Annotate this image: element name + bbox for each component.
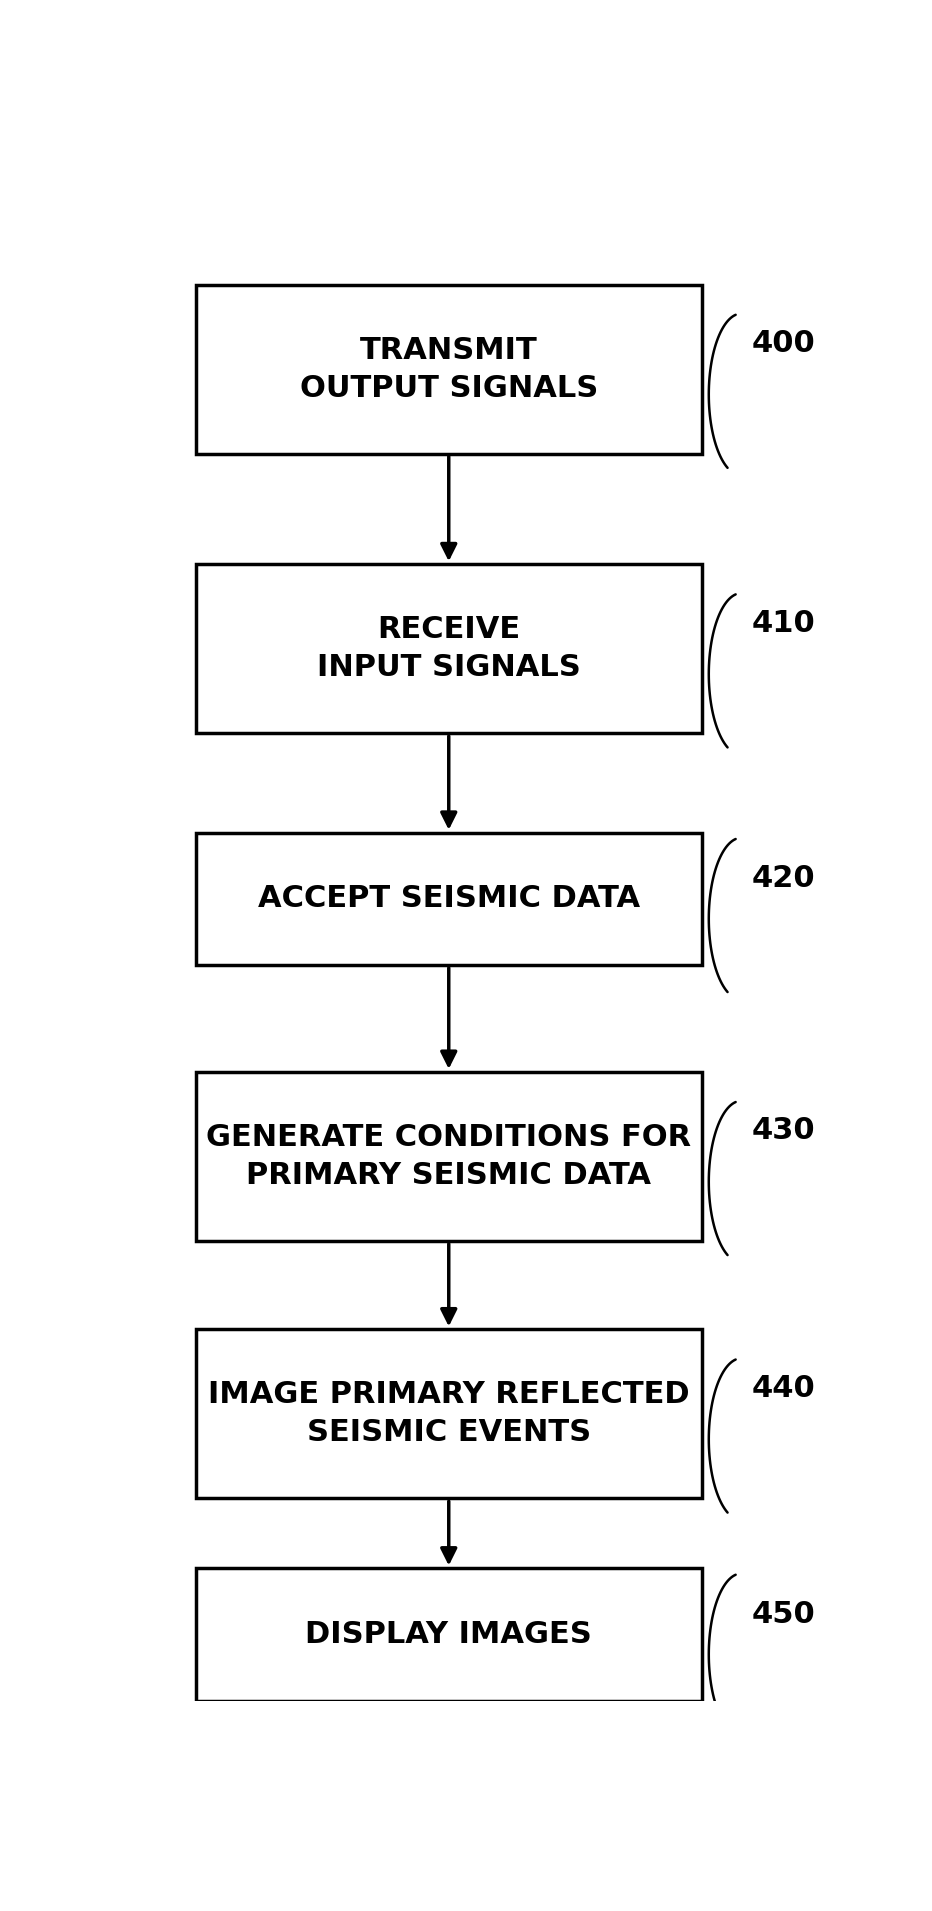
Text: 420: 420 bbox=[752, 864, 816, 894]
Text: TRANSMIT
OUTPUT SIGNALS: TRANSMIT OUTPUT SIGNALS bbox=[299, 336, 598, 403]
Text: 430: 430 bbox=[752, 1116, 816, 1145]
Bar bbox=[196, 1330, 702, 1498]
Text: ACCEPT SEISMIC DATA: ACCEPT SEISMIC DATA bbox=[257, 885, 640, 913]
Bar bbox=[196, 285, 702, 453]
Text: DISPLAY IMAGES: DISPLAY IMAGES bbox=[306, 1621, 592, 1649]
Bar bbox=[196, 833, 702, 965]
Text: 400: 400 bbox=[752, 329, 816, 357]
Text: 440: 440 bbox=[752, 1374, 816, 1403]
Text: 450: 450 bbox=[752, 1600, 816, 1630]
Text: 410: 410 bbox=[752, 610, 816, 638]
Bar bbox=[196, 564, 702, 734]
Text: IMAGE PRIMARY REFLECTED
SEISMIC EVENTS: IMAGE PRIMARY REFLECTED SEISMIC EVENTS bbox=[208, 1380, 690, 1447]
Bar bbox=[196, 1569, 702, 1701]
Bar bbox=[196, 1072, 702, 1240]
Text: RECEIVE
INPUT SIGNALS: RECEIVE INPUT SIGNALS bbox=[317, 615, 581, 682]
Text: GENERATE CONDITIONS FOR
PRIMARY SEISMIC DATA: GENERATE CONDITIONS FOR PRIMARY SEISMIC … bbox=[206, 1124, 692, 1191]
